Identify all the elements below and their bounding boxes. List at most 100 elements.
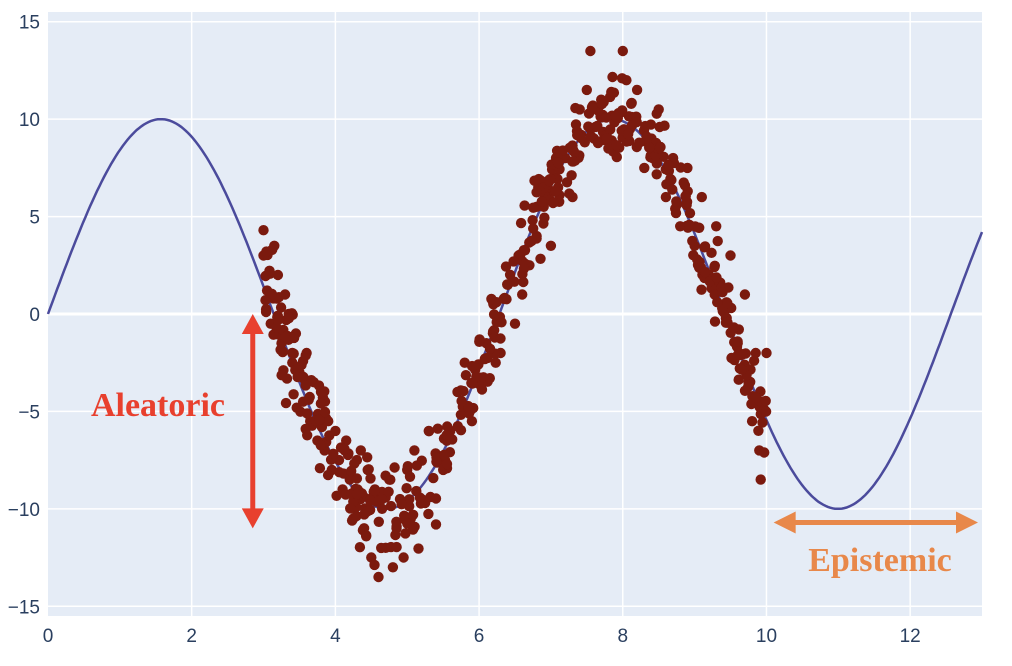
data-point	[385, 500, 397, 512]
data-point	[409, 521, 420, 532]
data-point	[592, 137, 604, 149]
y-tick-label: 5	[29, 208, 40, 229]
data-point	[376, 542, 387, 554]
data-point	[276, 370, 287, 381]
data-point	[760, 395, 771, 407]
data-point	[660, 191, 672, 203]
y-tick-label: 0	[29, 305, 40, 326]
data-point	[680, 190, 691, 202]
data-point	[517, 289, 528, 300]
y-tick-label: 15	[19, 13, 40, 34]
arrowhead-right	[956, 511, 978, 534]
data-point	[616, 73, 628, 84]
data-point	[458, 385, 469, 397]
data-point	[750, 392, 762, 403]
data-point	[373, 571, 384, 583]
data-point	[755, 474, 766, 485]
data-points	[258, 45, 772, 583]
sine-curve	[46, 117, 984, 511]
x-tick-label: 2	[186, 626, 197, 647]
data-point	[391, 516, 402, 527]
data-point	[675, 162, 686, 173]
data-point	[324, 430, 335, 441]
data-point	[484, 373, 495, 384]
data-point	[607, 71, 618, 83]
data-point	[482, 352, 493, 364]
data-point	[553, 157, 564, 169]
data-point	[667, 184, 678, 195]
data-point	[351, 488, 363, 500]
x-tick-label: 0	[43, 626, 54, 647]
x-tick-label: 8	[617, 626, 628, 647]
data-point	[729, 337, 740, 348]
data-point	[665, 173, 676, 185]
data-point	[258, 225, 269, 236]
gridlines	[48, 12, 982, 616]
data-point	[605, 124, 616, 135]
data-point	[608, 87, 620, 98]
data-point	[272, 315, 284, 326]
data-point	[623, 128, 634, 140]
data-point	[726, 352, 737, 364]
data-point	[539, 212, 550, 223]
data-point	[373, 516, 384, 527]
data-point	[260, 295, 271, 306]
data-point	[564, 188, 575, 199]
x-tick-label: 10	[756, 626, 777, 647]
data-point	[314, 463, 326, 474]
data-point	[518, 276, 529, 288]
series-line	[46, 117, 984, 511]
data-point	[272, 269, 284, 281]
data-point	[414, 492, 426, 503]
data-point	[398, 552, 409, 563]
arrowhead-down	[241, 508, 264, 529]
data-point	[699, 242, 710, 253]
data-point	[757, 417, 768, 428]
data-point	[500, 261, 512, 272]
data-point	[655, 141, 666, 153]
data-point	[611, 140, 622, 151]
data-point	[519, 200, 530, 211]
data-point	[376, 503, 388, 514]
data-point	[474, 334, 485, 345]
data-point	[423, 426, 435, 437]
data-point	[401, 483, 412, 494]
arrowhead-left	[773, 511, 796, 534]
data-point	[432, 423, 443, 434]
data-point	[288, 348, 299, 359]
data-point	[315, 440, 326, 451]
data-point	[711, 221, 722, 232]
data-point	[362, 452, 373, 463]
data-point	[396, 499, 407, 510]
data-point	[617, 45, 628, 57]
data-point	[390, 529, 401, 541]
data-point	[663, 160, 675, 171]
data-point	[428, 472, 439, 484]
data-point	[585, 45, 596, 57]
data-point	[275, 302, 287, 313]
data-point	[280, 397, 292, 409]
data-point	[528, 202, 539, 213]
data-point	[717, 287, 728, 298]
data-point	[319, 406, 331, 418]
data-point	[355, 445, 366, 456]
data-point	[746, 416, 758, 427]
y-tick-label: −5	[18, 402, 40, 423]
data-point	[679, 180, 691, 191]
data-point	[733, 374, 744, 385]
data-point	[391, 541, 402, 553]
data-point	[572, 129, 583, 141]
data-point	[328, 448, 339, 459]
data-point	[526, 235, 537, 247]
data-point	[706, 247, 717, 258]
data-point	[302, 430, 313, 441]
data-point	[486, 293, 497, 305]
data-point	[293, 362, 304, 373]
data-point	[302, 408, 313, 419]
data-point	[300, 380, 311, 391]
data-point	[334, 467, 345, 478]
data-point	[722, 317, 733, 328]
data-point	[495, 333, 506, 344]
data-point	[531, 187, 542, 198]
data-point	[529, 175, 540, 186]
